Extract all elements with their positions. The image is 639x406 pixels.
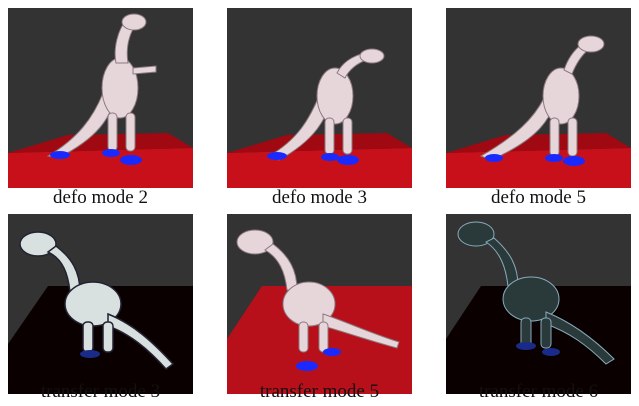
caption-transfer-mode-3: transfer mode 3 [40, 381, 161, 402]
caption-transfer-mode-5: transfer mode 5 [259, 381, 380, 402]
render-transfer-mode-6 [446, 214, 631, 394]
render-transfer-mode-5 [227, 214, 412, 394]
caption-defo-mode-3: defo mode 3 [272, 187, 367, 208]
caption-defo-mode-2: defo mode 2 [53, 187, 148, 208]
caption-transfer-mode-6: transfer mode 6 [478, 381, 599, 402]
caption-defo-mode-5: defo mode 5 [491, 187, 586, 208]
render-defo-mode-5 [446, 8, 631, 188]
render-transfer-mode-3 [8, 214, 193, 394]
render-defo-mode-2 [8, 8, 193, 188]
render-defo-mode-3 [227, 8, 412, 188]
